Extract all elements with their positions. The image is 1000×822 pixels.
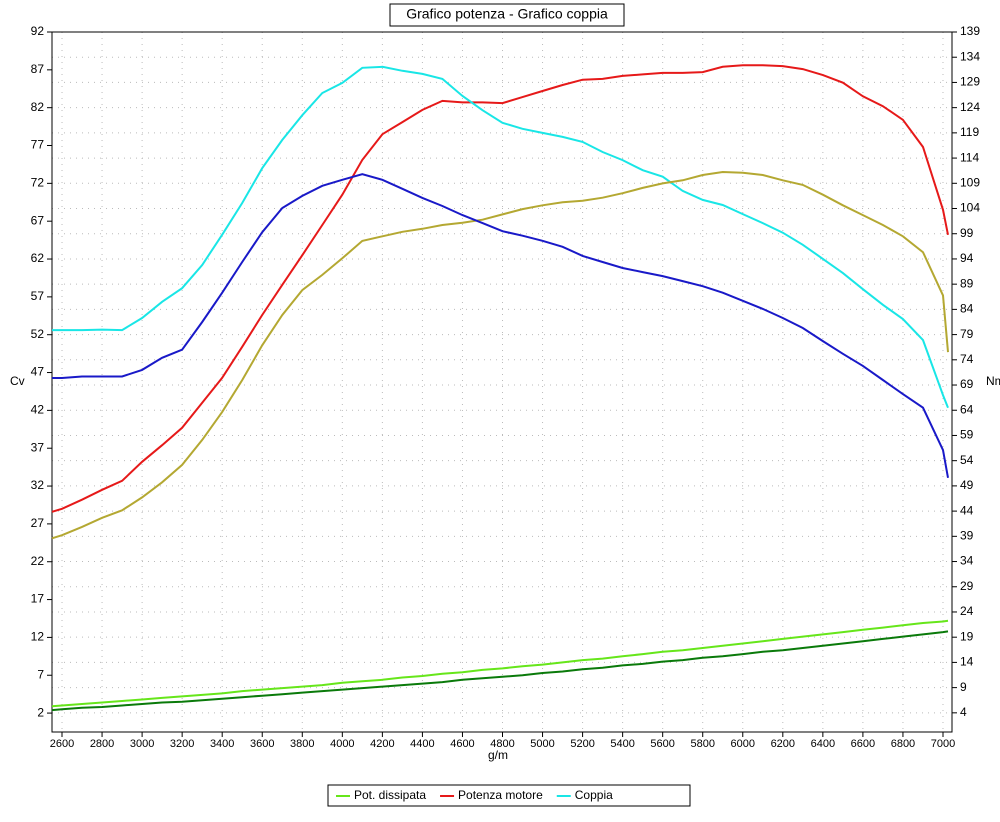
y2-tick-label: 139 — [960, 24, 980, 38]
y-axis-label: Cv — [10, 374, 25, 388]
x-axis-label: g/m — [488, 748, 508, 762]
y-tick-label: 67 — [31, 213, 45, 227]
x-tick-label: 4400 — [410, 738, 434, 750]
y-tick-label: 7 — [37, 667, 44, 681]
x-tick-label: 6200 — [771, 738, 795, 750]
x-tick-label: 3000 — [130, 738, 154, 750]
y-tick-label: 82 — [31, 100, 45, 114]
y2-tick-label: 69 — [960, 377, 974, 391]
x-tick-label: 4000 — [330, 738, 354, 750]
y-tick-label: 72 — [31, 176, 45, 190]
x-tick-label: 4200 — [370, 738, 394, 750]
y-tick-label: 17 — [31, 592, 45, 606]
x-tick-label: 2800 — [90, 738, 114, 750]
y-tick-label: 37 — [31, 440, 45, 454]
y-tick-label: 22 — [31, 554, 45, 568]
title-box — [389, 3, 625, 27]
y-tick-label: 27 — [31, 516, 45, 530]
x-tick-label: 3600 — [250, 738, 274, 750]
x-tick-label: 5400 — [610, 738, 634, 750]
y2-tick-label: 59 — [960, 428, 974, 442]
y2-tick-label: 104 — [960, 201, 980, 215]
legend-box — [327, 784, 691, 807]
y2-tick-label: 9 — [960, 680, 967, 694]
y2-tick-label: 89 — [960, 276, 974, 290]
x-tick-label: 3400 — [210, 738, 234, 750]
y-tick-label: 32 — [31, 478, 45, 492]
legend-label: Pot. dissipata — [354, 788, 426, 802]
y-tick-label: 12 — [31, 630, 45, 644]
y2-tick-label: 129 — [960, 75, 980, 89]
y2-tick-label: 134 — [960, 49, 980, 63]
series-line — [51, 630, 949, 712]
chart-title: Grafico potenza - Grafico coppia — [406, 6, 608, 22]
y2-tick-label: 114 — [960, 150, 979, 164]
y-tick-label: 52 — [31, 327, 45, 341]
y2-tick-label: 39 — [960, 528, 974, 542]
y2-tick-label: 99 — [960, 226, 974, 240]
y2-tick-label: 44 — [960, 503, 974, 517]
y2-tick-label: 109 — [960, 175, 980, 189]
series-line — [52, 173, 949, 478]
y-tick-label: 77 — [31, 138, 45, 152]
y2-tick-label: 29 — [960, 579, 974, 593]
y2-tick-label: 124 — [960, 100, 980, 114]
y-tick-label: 2 — [37, 705, 44, 719]
y2-tick-label: 84 — [960, 302, 974, 316]
y2-tick-label: 4 — [960, 705, 967, 719]
series-line — [51, 170, 949, 540]
x-tick-label: 5200 — [570, 738, 594, 750]
y2-tick-label: 19 — [960, 629, 974, 643]
y2-tick-label: 119 — [960, 125, 979, 139]
y2-tick-label: 34 — [960, 554, 974, 568]
x-tick-label: 3200 — [170, 738, 194, 750]
x-tick-label: 4600 — [450, 738, 474, 750]
y2-tick-label: 79 — [960, 327, 974, 341]
x-tick-label: 6600 — [851, 738, 875, 750]
plot-frame — [51, 31, 953, 733]
x-tick-label: 6800 — [891, 738, 915, 750]
y2-tick-label: 14 — [960, 655, 974, 669]
x-tick-label: 5600 — [650, 738, 674, 750]
x-tick-label: 5800 — [690, 738, 714, 750]
legend-label: Potenza motore — [458, 788, 543, 802]
y2-tick-label: 74 — [960, 352, 974, 366]
y2-tick-label: 54 — [960, 453, 974, 467]
x-tick-label: 5000 — [530, 738, 554, 750]
x-tick-label: 2600 — [50, 738, 74, 750]
y-tick-label: 42 — [31, 403, 45, 417]
y2-tick-label: 49 — [960, 478, 974, 492]
y-tick-label: 62 — [31, 251, 45, 265]
y2-axis-label: Nm — [986, 374, 1000, 388]
series-line — [51, 619, 949, 708]
y2-tick-label: 94 — [960, 251, 974, 265]
x-tick-label: 4800 — [490, 738, 514, 750]
x-tick-label: 6400 — [811, 738, 835, 750]
x-tick-label: 3800 — [290, 738, 314, 750]
y-tick-label: 47 — [31, 365, 45, 379]
y-tick-label: 87 — [31, 62, 45, 76]
series-line — [51, 64, 949, 513]
series-line — [52, 65, 949, 409]
y2-tick-label: 64 — [960, 402, 974, 416]
x-tick-label: 6000 — [731, 738, 755, 750]
y2-tick-label: 24 — [960, 604, 974, 618]
y-tick-label: 57 — [31, 289, 45, 303]
legend-label: Coppia — [575, 788, 613, 802]
y-tick-label: 92 — [31, 24, 45, 38]
x-tick-label: 7000 — [931, 738, 955, 750]
